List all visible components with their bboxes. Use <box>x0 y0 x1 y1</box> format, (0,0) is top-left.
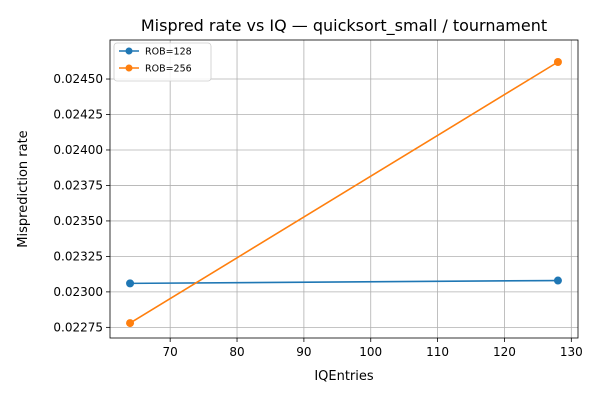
x-tick-label: 110 <box>426 345 449 359</box>
grid <box>110 40 578 338</box>
series-line-2 <box>129 61 559 324</box>
y-tick-label: 0.02350 <box>53 214 103 228</box>
x-axis-label: IQEntries <box>314 369 374 384</box>
x-tick-label: 130 <box>560 345 583 359</box>
y-tick-label: 0.02375 <box>53 178 103 192</box>
y-tick-label: 0.02300 <box>53 285 103 299</box>
axis-ticks: 70 80 90 100 110 120 130 0.02275 0.02300 0.02325 0… <box>53 72 582 359</box>
plot-frame <box>109 39 579 339</box>
x-tick-label: 80 <box>229 345 244 359</box>
y-tick-label: 0.02325 <box>53 249 103 263</box>
y-tick-label: 0.02450 <box>53 72 103 86</box>
data-point <box>126 319 135 328</box>
legend-marker <box>125 64 133 72</box>
x-tick-label: 90 <box>296 345 311 359</box>
y-tick-label: 0.02275 <box>53 320 103 334</box>
y-tick-label: 0.02400 <box>53 143 103 157</box>
series-line-1 <box>130 279 558 285</box>
y-tick-label: 0.02425 <box>53 108 103 122</box>
data-point <box>126 279 135 288</box>
legend: ROB=128 ROB=256 <box>113 42 212 82</box>
data-point <box>553 57 562 66</box>
x-tick-label: 100 <box>359 345 382 359</box>
legend-box <box>113 42 212 82</box>
y-axis-label: Misprediction rate <box>16 130 31 247</box>
legend-label: ROB=128 <box>145 47 192 58</box>
data-point <box>553 276 562 285</box>
legend-marker <box>125 47 133 55</box>
chart-title: Mispred rate vs IQ — quicksort_small / t… <box>141 16 547 36</box>
x-tick-label: 70 <box>163 345 178 359</box>
legend-label: ROB=256 <box>145 64 192 75</box>
series-layer <box>126 57 562 328</box>
x-tick-label: 120 <box>493 345 516 359</box>
